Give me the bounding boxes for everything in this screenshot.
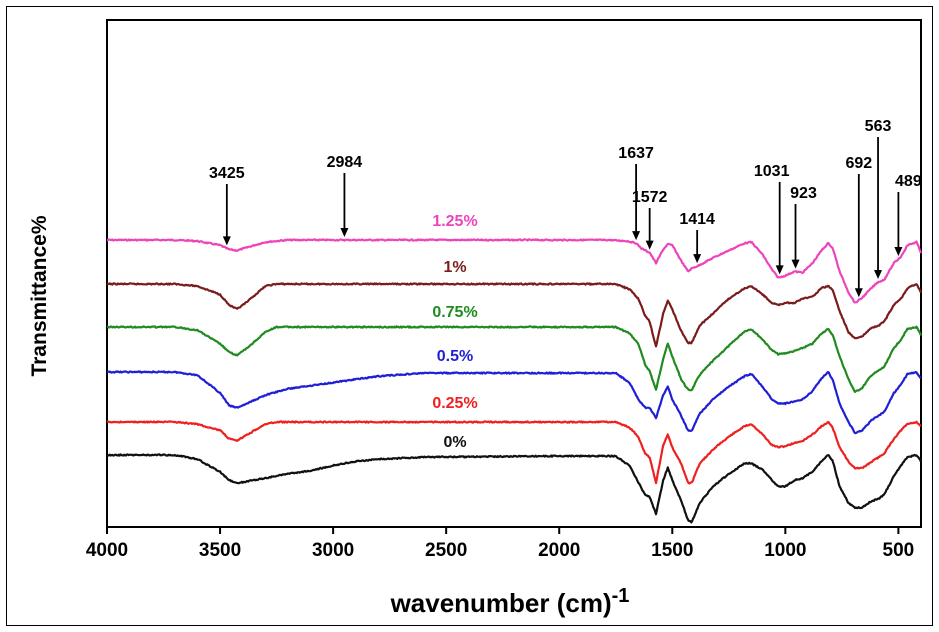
peak-label: 1031	[754, 163, 790, 180]
series-labels: 1.25% 1% 0.75% 0.5% 0.25% 0%	[432, 213, 477, 451]
series-line-4	[106, 370, 922, 435]
series-label: 0.25%	[432, 395, 477, 412]
peak-arrowhead	[222, 236, 231, 246]
series-line-1	[106, 238, 923, 304]
peak-label: 1637	[618, 145, 654, 162]
series-line-3	[106, 325, 923, 393]
peak-label: 1572	[632, 189, 668, 206]
peak-arrowhead	[632, 231, 641, 241]
x-tick-label: 4000	[86, 540, 128, 561]
x-tick-label: 500	[883, 540, 915, 561]
series-label: 1%	[443, 259, 466, 276]
x-tick-label: 3000	[312, 540, 354, 561]
peak-label: 692	[845, 155, 872, 172]
peak-arrowhead	[874, 270, 883, 279]
series-line-2	[106, 282, 922, 348]
series-line-6	[106, 453, 922, 524]
peak-arrowhead	[775, 265, 784, 275]
peak-label: 489	[895, 173, 922, 190]
peak-arrowhead	[854, 288, 863, 298]
series-label: 0.75%	[432, 304, 477, 321]
peak-label: 1414	[679, 211, 715, 228]
x-tick-label: 1500	[651, 540, 693, 561]
y-axis-label: Transmittance%	[28, 215, 51, 376]
series-line-5	[106, 420, 922, 485]
peak-label: 2984	[327, 154, 363, 171]
peak-arrowhead	[791, 259, 800, 269]
x-axis-label-superscript: -1	[612, 585, 630, 607]
peak-arrowhead	[693, 254, 702, 264]
x-tick-label: 2000	[538, 540, 580, 561]
series-label: 1.25%	[432, 213, 477, 230]
peak-arrowhead	[894, 247, 903, 257]
x-axis-label: wavenumber (cm)-1	[390, 585, 630, 618]
series-lines	[106, 238, 923, 524]
x-tick-label: 2500	[425, 540, 467, 561]
series-label: 0.5%	[437, 348, 473, 365]
peak-label: 923	[790, 185, 817, 202]
peak-arrowhead	[340, 228, 349, 237]
plot-area-border	[106, 19, 922, 528]
peak-label: 563	[865, 118, 892, 135]
peak-label: 3425	[209, 165, 245, 182]
series-label: 0%	[443, 434, 466, 451]
x-tick-label: 3500	[199, 540, 241, 561]
x-axis-ticks: 4000 3500 3000 2500 2000 1500 1000 500	[86, 527, 914, 561]
figure-frame	[6, 6, 933, 626]
x-tick-label: 1000	[764, 540, 806, 561]
peak-arrowhead	[645, 240, 654, 250]
